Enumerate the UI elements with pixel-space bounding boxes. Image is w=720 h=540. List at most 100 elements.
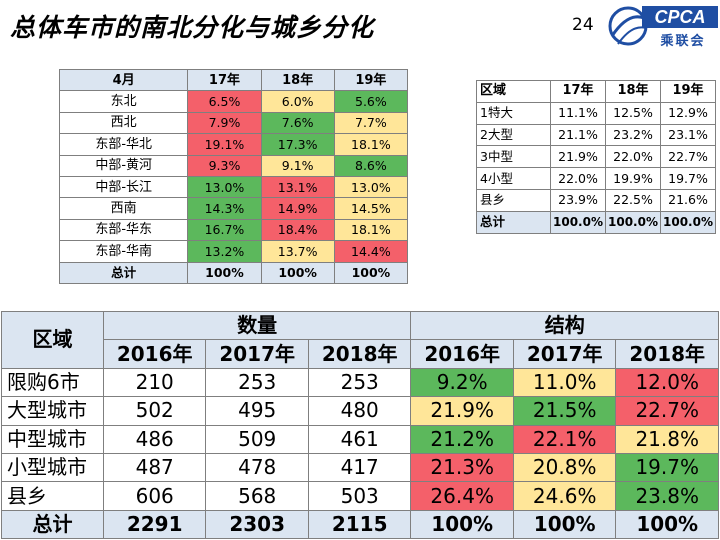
share-cell: 12.5%	[605, 101, 661, 125]
region-cell: 4小型	[476, 167, 551, 190]
structure-cell: 26.4%	[410, 481, 514, 511]
total-quantity-cell: 2291	[102, 509, 207, 540]
region-cell: 2大型	[476, 123, 551, 147]
share-cell: 16.7%	[187, 218, 262, 242]
structure-group-header: 结构	[410, 310, 719, 341]
total-structure-cell: 100%	[410, 509, 514, 540]
share-cell: 14.3%	[187, 197, 262, 220]
share-cell: 5.6%	[333, 90, 409, 113]
total-row: 总计 100.0% 100.0% 100.0%	[476, 210, 716, 234]
structure-cell: 9.2%	[410, 367, 514, 398]
share-cell: 14.4%	[333, 240, 409, 263]
total-quantity-cell: 2115	[307, 509, 412, 540]
region-cell: 西南	[58, 197, 189, 220]
share-cell: 17.3%	[260, 133, 335, 156]
region-cell: 东北	[58, 90, 189, 113]
quantity-cell: 478	[205, 452, 309, 483]
table-row: 东部-华北 19.1% 17.3% 18.1%	[58, 133, 409, 156]
share-cell: 23.9%	[550, 188, 606, 212]
region-cell: 东部-华东	[58, 218, 189, 242]
share-cell: 21.9%	[550, 145, 606, 169]
quantity-cell: 503	[307, 481, 412, 511]
table-year-header-row: 2016年 2017年 2018年 2016年 2017年 2018年	[2, 339, 719, 369]
total-cell: 100.0%	[550, 210, 606, 234]
share-cell: 18.1%	[333, 218, 409, 242]
structure-cell: 21.2%	[410, 424, 514, 454]
structure-cell: 22.1%	[512, 424, 617, 454]
share-cell: 19.7%	[660, 167, 716, 190]
total-cell: 100%	[187, 261, 262, 284]
table-group-header-row: 区域 数量 结构	[1, 310, 719, 369]
share-cell: 13.1%	[260, 175, 335, 199]
share-cell: 13.2%	[187, 240, 262, 263]
total-row: 总计 2291 2303 2115 100% 100% 100%	[1, 509, 719, 540]
share-cell: 23.1%	[660, 123, 716, 147]
table-row: 小型城市 487 478 417 21.3% 20.8% 19.7%	[1, 452, 719, 483]
total-label: 总计	[1, 509, 104, 540]
table-row: 县乡 23.9% 22.5% 21.6%	[476, 188, 716, 212]
region-cell: 西北	[58, 111, 189, 135]
table-row: 中部-长江 13.0% 13.1% 13.0%	[58, 175, 409, 199]
structure-cell: 21.5%	[512, 396, 617, 426]
table-row: 中部-黄河 9.3% 9.1% 8.6%	[58, 154, 409, 177]
share-cell: 19.1%	[187, 133, 262, 156]
share-cell: 22.5%	[605, 188, 661, 212]
region-cell: 1特大	[476, 101, 551, 125]
table-row: 西南 14.3% 14.9% 14.5%	[58, 197, 409, 220]
cpca-logo: CPCA 乘联会	[604, 2, 720, 52]
region-cell: 县乡	[1, 481, 104, 511]
quantity-cell: 253	[307, 367, 412, 398]
logo-sub: 乘联会	[660, 34, 706, 49]
share-cell: 12.9%	[660, 101, 716, 125]
total-label: 总计	[58, 261, 189, 284]
region-header: 区域	[1, 311, 104, 369]
share-cell: 9.3%	[187, 154, 262, 177]
quantity-cell: 568	[205, 481, 309, 511]
col-header: 17年	[550, 80, 606, 103]
total-structure-cell: 100%	[512, 509, 617, 540]
year-header: 2016年	[410, 339, 514, 369]
col-header: 4月	[58, 68, 189, 92]
col-header: 18年	[260, 68, 335, 92]
region-cell: 限购6市	[1, 367, 104, 398]
total-cell: 100%	[260, 261, 335, 284]
quantity-cell: 486	[102, 424, 207, 454]
col-header: 19年	[333, 68, 409, 92]
region-cell: 中部-黄河	[58, 154, 189, 177]
quantity-cell: 487	[102, 452, 207, 483]
structure-cell: 11.0%	[512, 367, 617, 398]
share-cell: 22.0%	[550, 167, 606, 190]
regional-share-table: 4月 17年 18年 19年 东北 6.5% 6.0% 5.6% 西北 7.9% 7.6% 7…	[58, 68, 409, 284]
share-cell: 7.7%	[333, 111, 409, 135]
region-cell: 中型城市	[1, 424, 104, 454]
structure-cell: 21.9%	[410, 396, 514, 426]
region-cell: 小型城市	[1, 452, 104, 483]
region-cell: 东部-华北	[58, 133, 189, 156]
share-cell: 18.4%	[260, 218, 335, 242]
share-cell: 21.1%	[550, 123, 606, 147]
total-quantity-cell: 2303	[205, 509, 309, 540]
year-header: 2017年	[512, 339, 617, 369]
region-cell: 中部-长江	[58, 175, 189, 199]
col-header: 19年	[660, 80, 716, 103]
structure-cell: 21.8%	[615, 424, 719, 454]
quantity-cell: 417	[307, 452, 412, 483]
share-cell: 6.5%	[187, 90, 262, 113]
structure-cell: 19.7%	[615, 452, 719, 483]
structure-cell: 21.3%	[410, 452, 514, 483]
structure-cell: 22.7%	[615, 396, 719, 426]
table-row: 中型城市 486 509 461 21.2% 22.1% 21.8%	[1, 424, 719, 454]
share-cell: 13.7%	[260, 240, 335, 263]
table-header-row: 区域 17年 18年 19年	[476, 80, 716, 103]
quantity-cell: 606	[102, 481, 207, 511]
table-row: 西北 7.9% 7.6% 7.7%	[58, 111, 409, 135]
structure-cell: 24.6%	[512, 481, 617, 511]
region-cell: 3中型	[476, 145, 551, 169]
quantity-cell: 253	[205, 367, 309, 398]
share-cell: 13.0%	[333, 175, 409, 199]
table-row: 限购6市 210 253 253 9.2% 11.0% 12.0%	[1, 367, 719, 398]
structure-cell: 23.8%	[615, 481, 719, 511]
table-row: 东北 6.5% 6.0% 5.6%	[58, 90, 409, 113]
quantity-group-header: 数量	[102, 310, 412, 341]
quantity-cell: 502	[102, 396, 207, 426]
